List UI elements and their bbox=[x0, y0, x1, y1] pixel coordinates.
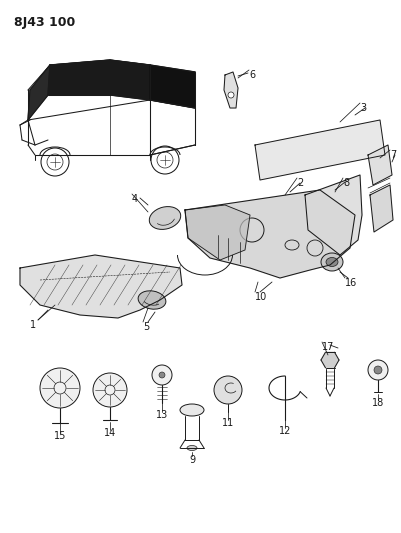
Text: 14: 14 bbox=[104, 428, 116, 438]
Text: 13: 13 bbox=[156, 410, 168, 420]
Polygon shape bbox=[150, 65, 195, 108]
Ellipse shape bbox=[187, 446, 197, 450]
Text: 3: 3 bbox=[360, 103, 366, 113]
Ellipse shape bbox=[321, 253, 343, 271]
Text: 2: 2 bbox=[297, 178, 303, 188]
Circle shape bbox=[374, 366, 382, 374]
Circle shape bbox=[93, 373, 127, 407]
Text: 11: 11 bbox=[222, 418, 234, 428]
Polygon shape bbox=[20, 255, 182, 318]
Polygon shape bbox=[110, 60, 150, 100]
Text: 18: 18 bbox=[372, 398, 384, 408]
Polygon shape bbox=[305, 175, 362, 255]
Text: 9: 9 bbox=[189, 455, 195, 465]
Ellipse shape bbox=[149, 207, 181, 229]
Text: 7: 7 bbox=[390, 150, 396, 160]
Text: 17: 17 bbox=[322, 342, 334, 352]
Ellipse shape bbox=[138, 291, 166, 309]
Ellipse shape bbox=[326, 257, 338, 266]
Polygon shape bbox=[370, 185, 393, 232]
Circle shape bbox=[159, 372, 165, 378]
Polygon shape bbox=[28, 65, 50, 120]
Polygon shape bbox=[321, 352, 339, 368]
Circle shape bbox=[368, 360, 388, 380]
Polygon shape bbox=[185, 190, 355, 278]
Text: 15: 15 bbox=[54, 431, 66, 441]
Text: 6: 6 bbox=[249, 70, 255, 80]
Polygon shape bbox=[255, 120, 385, 180]
Circle shape bbox=[214, 376, 242, 404]
Circle shape bbox=[228, 92, 234, 98]
Circle shape bbox=[152, 365, 172, 385]
Text: 1: 1 bbox=[30, 320, 36, 330]
Text: 16: 16 bbox=[345, 278, 357, 288]
Circle shape bbox=[40, 368, 80, 408]
Text: 4: 4 bbox=[132, 194, 138, 204]
Text: 5: 5 bbox=[143, 322, 149, 332]
Polygon shape bbox=[48, 60, 110, 95]
Text: 8J43 100: 8J43 100 bbox=[14, 16, 75, 29]
Text: 10: 10 bbox=[255, 292, 267, 302]
Polygon shape bbox=[224, 72, 238, 108]
Polygon shape bbox=[368, 145, 392, 185]
Text: 12: 12 bbox=[279, 426, 291, 436]
Text: 8: 8 bbox=[343, 178, 349, 188]
Polygon shape bbox=[185, 205, 250, 260]
Ellipse shape bbox=[180, 404, 204, 416]
